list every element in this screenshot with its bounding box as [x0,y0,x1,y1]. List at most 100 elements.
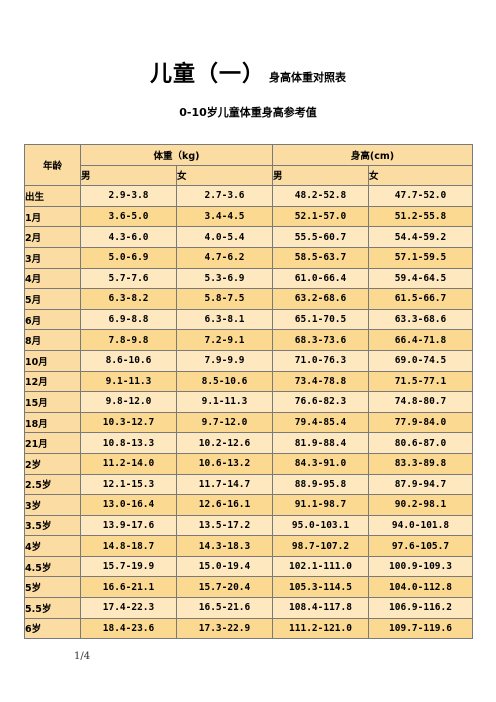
height-male-cell: 68.3-73.6 [272,329,369,351]
weight-female-cell: 7.9-9.9 [176,349,273,372]
height-female-cell: 109.7-119.6 [368,617,473,640]
weight-female-cell: 4.0-5.4 [176,226,273,248]
height-female-cell: 106.9-116.2 [368,597,473,619]
weight-female-cell: 12.6-16.1 [176,494,273,516]
height-male-cell: 48.2-52.8 [272,185,369,207]
table-row: 3岁 13.0-16.4 12.6-16.1 91.1-98.7 90.2-98.1 [24,494,473,516]
table-row: 21月 10.8-13.3 10.2-12.6 81.9-88.4 80.6-87.0 [24,432,473,454]
height-male-cell: 91.1-98.7 [272,494,369,516]
weight-female-cell: 3.4-4.5 [176,205,273,228]
height-female-cell: 104.0-112.8 [368,576,473,599]
height-female-cell: 80.6-87.0 [368,432,473,454]
weight-female-cell: 14.3-18.3 [176,535,273,557]
weight-male-cell: 10.8-13.3 [80,432,177,454]
weight-female-cell: 6.3-8.1 [176,308,273,331]
weight-male-cell: 14.8-18.7 [80,535,177,557]
weight-male-cell: 4.3-6.0 [80,226,177,248]
height-male-header: 男 [272,164,369,187]
age-header: 年龄 [24,143,81,187]
page-title: 儿童（一） 身高体重对照表 [0,56,496,88]
age-cell: 5.5岁 [24,597,81,619]
height-female-cell: 61.5-66.7 [368,288,473,310]
height-male-cell: 65.1-70.5 [272,308,369,331]
table-row: 18月 10.3-12.7 9.7-12.0 79.4-85.4 77.9-84.0 [24,411,473,434]
weight-male-cell: 7.8-9.8 [80,329,177,351]
table-subtitle: 0-10岁儿童体重身高参考值 [179,106,317,119]
height-male-cell: 111.2-121.0 [272,617,369,640]
table-row: 2岁 11.2-14.0 10.6-13.2 84.3-91.0 83.3-89.8 [24,452,473,475]
height-male-cell: 95.0-103.1 [272,514,369,537]
table-row: 15月 9.8-12.0 9.1-11.3 76.6-82.3 74.8-80.7 [24,391,473,413]
weight-male-cell: 5.7-7.6 [80,267,177,290]
height-male-cell: 58.5-63.7 [272,246,369,269]
age-cell: 2.5岁 [24,473,81,496]
table-row: 8月 7.8-9.8 7.2-9.1 68.3-73.6 66.4-71.8 [24,329,473,351]
table-row: 10月 8.6-10.6 7.9-9.9 71.0-76.3 69.0-74.5 [24,349,473,372]
age-cell: 12月 [24,370,81,393]
height-male-cell: 63.2-68.6 [272,288,369,310]
height-female-cell: 71.5-77.1 [368,370,473,393]
height-male-cell: 61.0-66.4 [272,267,369,290]
height-female-cell: 94.0-101.8 [368,514,473,537]
weight-female-cell: 5.8-7.5 [176,288,273,310]
height-male-cell: 79.4-85.4 [272,411,369,434]
table-row: 5月 6.3-8.2 5.8-7.5 63.2-68.6 61.5-66.7 [24,288,473,310]
height-female-cell: 87.9-94.7 [368,473,473,496]
age-cell: 6月 [24,308,81,331]
height-male-cell: 84.3-91.0 [272,452,369,475]
age-cell: 3月 [24,246,81,269]
age-cell: 1月 [24,205,81,228]
height-male-cell: 55.5-60.7 [272,226,369,248]
age-cell: 4岁 [24,535,81,557]
age-cell: 8月 [24,329,81,351]
height-male-cell: 102.1-111.0 [272,555,369,578]
weight-male-cell: 17.4-22.3 [80,597,177,619]
table-row: 4.5岁 15.7-19.9 15.0-19.4 102.1-111.0 100.9-1… [24,555,473,578]
table-body: 出生 2.9-3.8 2.7-3.6 48.2-52.8 47.7-52.0 1月 3.6-… [24,185,473,640]
table-row: 6岁 18.4-23.6 17.3-22.9 111.2-121.0 109.7-119… [24,617,473,640]
weight-female-cell: 10.2-12.6 [176,432,273,454]
height-female-cell: 63.3-68.6 [368,308,473,331]
table-row: 2.5岁 12.1-15.3 11.7-14.7 88.9-95.8 87.9-94.7 [24,473,473,496]
table-row: 4岁 14.8-18.7 14.3-18.3 98.7-107.2 97.6-105.7 [24,535,473,557]
height-male-cell: 105.3-114.5 [272,576,369,599]
weight-male-cell: 13.0-16.4 [80,494,177,516]
height-female-cell: 59.4-64.5 [368,267,473,290]
weight-female-header: 女 [176,164,273,187]
age-cell: 出生 [24,185,81,207]
weight-male-cell: 18.4-23.6 [80,617,177,640]
height-female-cell: 83.3-89.8 [368,452,473,475]
weight-header: 体重（kg) [80,144,273,166]
title-sub: 身高体重对照表 [269,71,346,84]
height-female-header: 女 [368,164,473,187]
weight-female-cell: 13.5-17.2 [176,514,273,537]
height-male-cell: 108.4-117.8 [272,597,369,619]
weight-male-cell: 10.3-12.7 [80,411,177,434]
weight-male-cell: 8.6-10.6 [80,349,177,372]
weight-male-cell: 13.9-17.6 [80,514,177,537]
growth-reference-table: 年龄 体重（kg) 身高(cm) 男 女 男 女 出生 2.9-3.8 2.7-3.… [24,143,473,640]
weight-female-cell: 10.6-13.2 [176,452,273,475]
weight-male-cell: 3.6-5.0 [80,205,177,228]
weight-male-cell: 12.1-15.3 [80,473,177,496]
weight-male-header: 男 [80,164,177,187]
height-female-cell: 97.6-105.7 [368,535,473,557]
height-female-cell: 51.2-55.8 [368,205,473,228]
table-row: 出生 2.9-3.8 2.7-3.6 48.2-52.8 47.7-52.0 [24,185,473,207]
weight-male-cell: 6.9-8.8 [80,308,177,331]
height-female-cell: 74.8-80.7 [368,391,473,413]
weight-female-cell: 16.5-21.6 [176,597,273,619]
table-row: 2月 4.3-6.0 4.0-5.4 55.5-60.7 54.4-59.2 [24,226,473,248]
page-number: 1/4 [74,651,91,662]
height-male-cell: 81.9-88.4 [272,432,369,454]
height-female-cell: 69.0-74.5 [368,349,473,372]
age-cell: 4.5岁 [24,555,81,578]
age-cell: 21月 [24,432,81,454]
weight-female-cell: 7.2-9.1 [176,329,273,351]
age-cell: 5岁 [24,576,81,599]
weight-female-cell: 2.7-3.6 [176,185,273,207]
table-row: 3.5岁 13.9-17.6 13.5-17.2 95.0-103.1 94.0-101… [24,514,473,537]
age-cell: 15月 [24,391,81,413]
height-header: 身高(cm) [272,144,473,166]
table-row: 1月 3.6-5.0 3.4-4.5 52.1-57.0 51.2-55.8 [24,205,473,228]
